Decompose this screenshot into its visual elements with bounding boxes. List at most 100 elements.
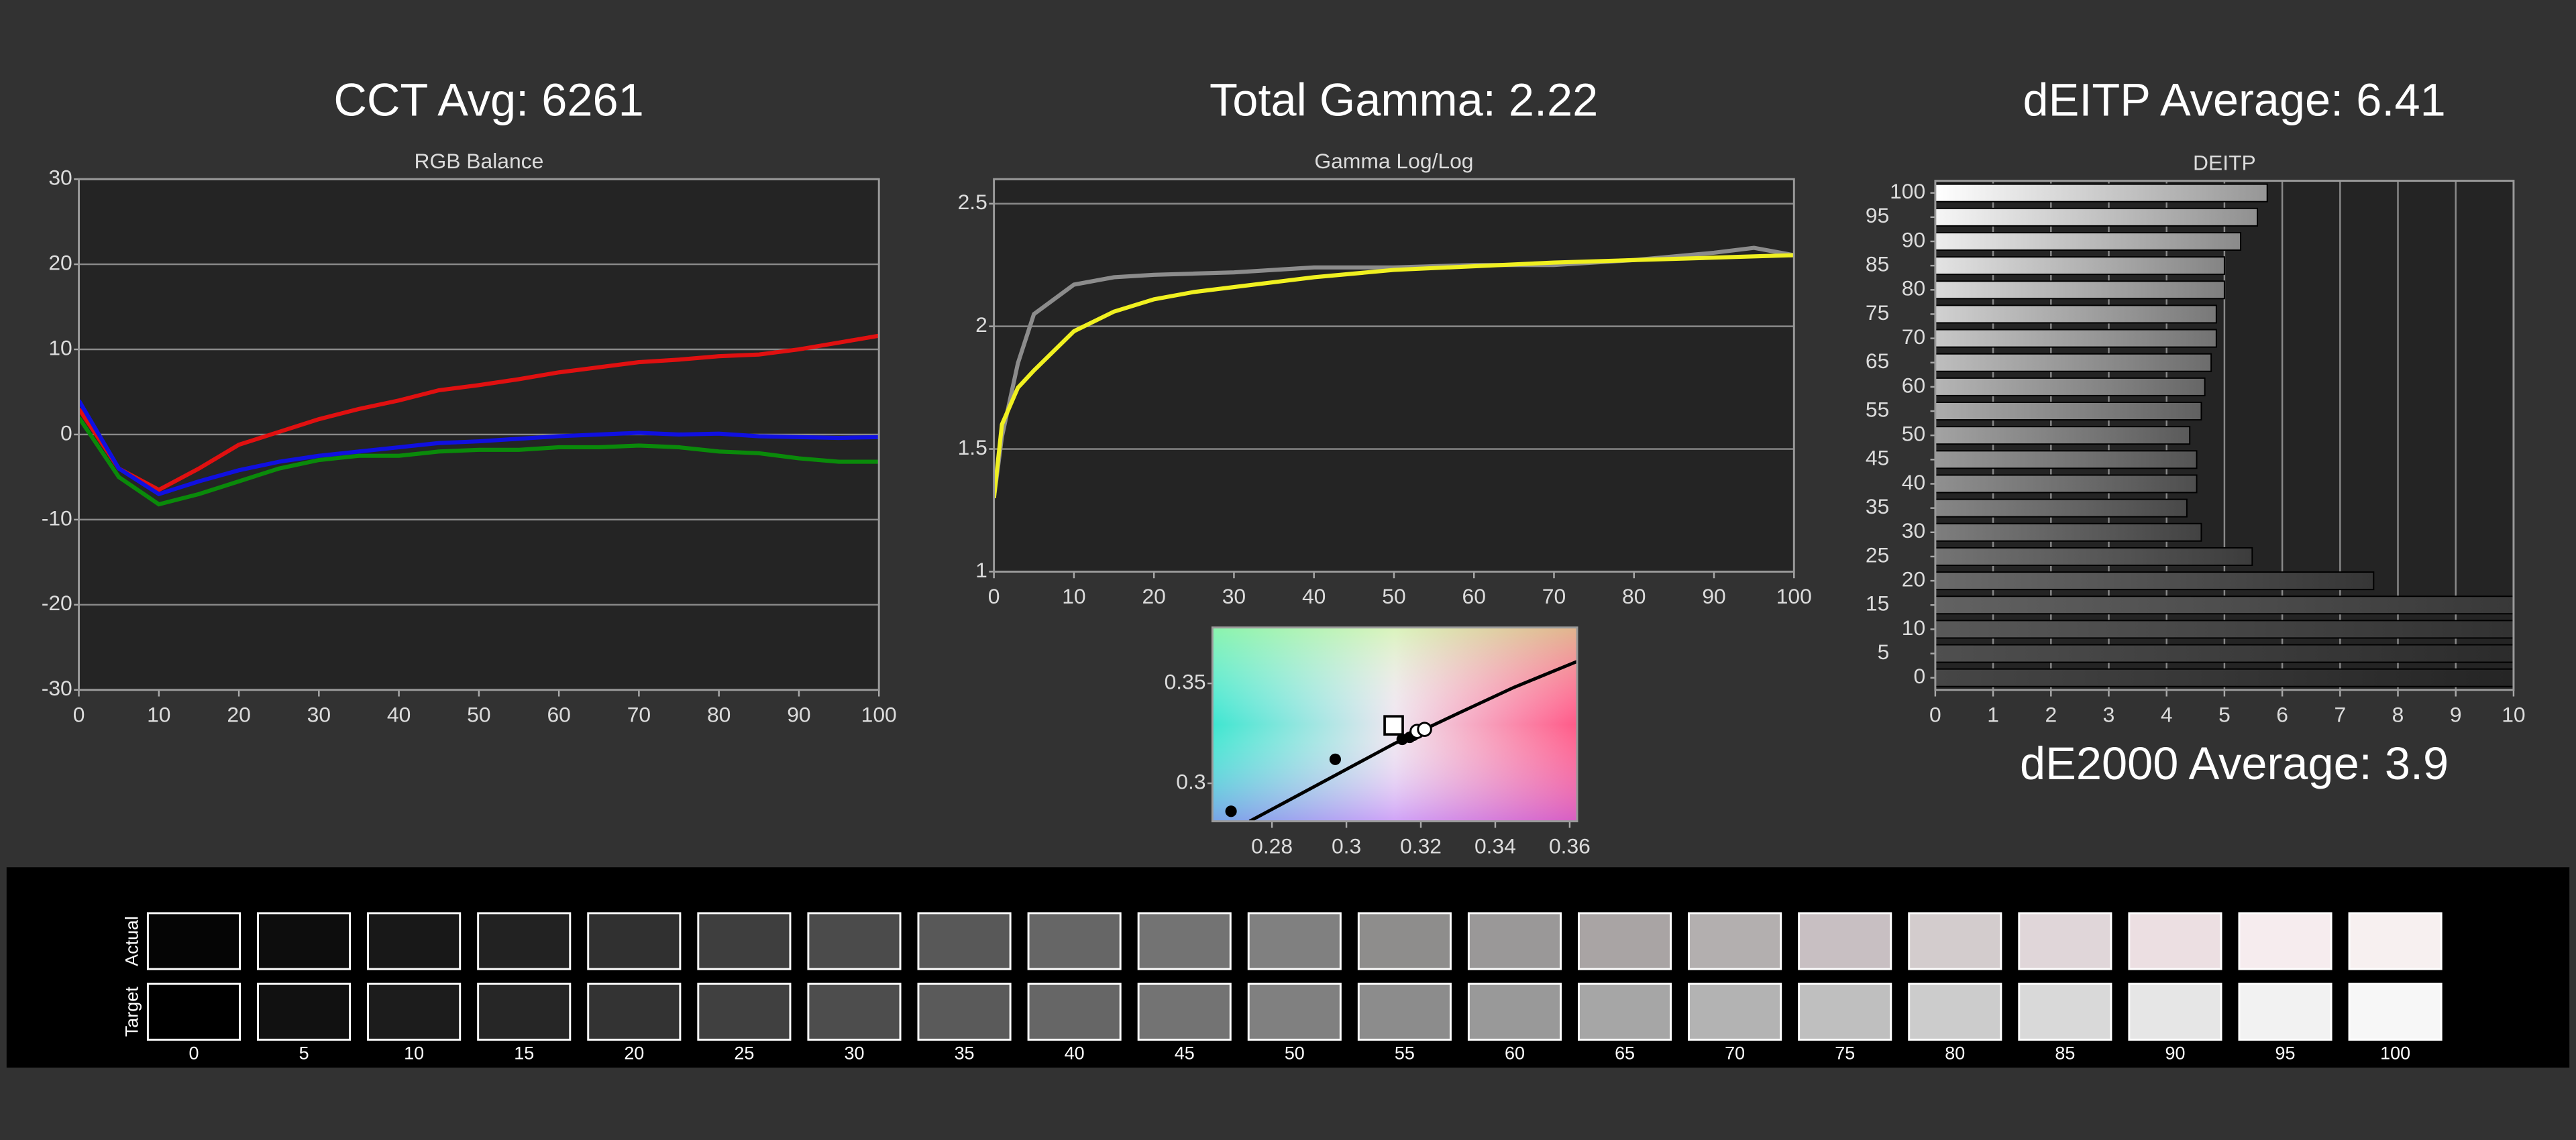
x-tick-label: 0.36 [1549,834,1591,858]
bar [1935,377,2206,396]
level-label: 70 [1725,1043,1745,1064]
level-label: 100 [2380,1043,2410,1064]
y-tick-label: 75 [1866,300,1889,325]
swatch [257,982,352,1041]
swatch [587,982,682,1041]
swatch [1688,982,1782,1041]
chart-heading: CCT Avg: 6261 [333,74,643,126]
bar [1935,668,2514,687]
x-tick-label: 90 [787,702,810,726]
y-tick-label: 20 [48,250,72,274]
series-line [994,253,1794,499]
bar [1935,256,2225,276]
swatch [2348,912,2443,970]
bar [1935,207,2259,227]
level-label: 40 [1065,1043,1085,1064]
bar [1935,474,2198,494]
y-tick-label: 95 [1866,203,1889,227]
swatch [1578,982,1672,1041]
y-tick-label: -20 [42,591,72,615]
swatch [1798,982,1892,1041]
bar [1935,426,2191,445]
y-tick-label: 85 [1866,252,1889,276]
x-tick-label: 90 [1702,584,1725,608]
point [1329,753,1341,765]
x-tick-label: 80 [1622,584,1646,608]
x-tick-label: 10 [1062,584,1085,608]
swatch [146,982,241,1041]
y-tick-label: 10 [1902,616,1925,640]
chart-footer: dE2000 Average: 3.9 [2020,738,2449,789]
x-tick-label: 70 [1542,584,1566,608]
y-tick-label: 30 [48,166,72,190]
y-tick-label: 65 [1866,349,1889,373]
x-tick-label: 80 [707,702,731,726]
y-tick-label: -30 [42,676,72,700]
plot-frame [993,178,1795,573]
level-label: 20 [624,1043,644,1064]
x-tick-label: 0.28 [1251,834,1293,858]
swatch [1137,982,1232,1041]
level-label: 0 [189,1043,199,1064]
bar [1935,329,2217,348]
x-tick-label: 0.32 [1400,834,1442,858]
bar [1935,644,2514,663]
swatch [367,982,462,1041]
bar [1935,522,2202,542]
x-tick-label: 40 [1302,584,1326,608]
x-tick-label: 20 [227,702,250,726]
x-tick-label: 30 [1222,584,1246,608]
y-tick-label: 2.5 [958,190,987,214]
target-point [1383,715,1404,736]
x-tick-label: 100 [861,702,897,726]
y-tick-label: 80 [1902,276,1925,300]
bar [1935,402,2202,421]
swatch [2128,982,2222,1041]
swatch [917,912,1012,970]
x-tick-label: 70 [627,702,651,726]
y-tick-label: 10 [48,335,72,359]
chart-heading: Total Gamma: 2.22 [1210,74,1598,126]
series-line [78,416,879,507]
y-tick-label: 5 [1878,640,1890,664]
locus-curve [1248,660,1578,821]
swatch [1578,912,1672,970]
swatch [1688,912,1782,970]
y-tick-label: 25 [1866,543,1889,567]
swatch [2128,912,2222,970]
level-label: 30 [844,1043,864,1064]
swatch [1798,912,1892,970]
swatch [1908,912,2002,970]
swatch [367,912,462,970]
level-label: 50 [1285,1043,1305,1064]
swatch [1027,982,1122,1041]
x-tick-label: 30 [307,702,331,726]
chart-title: DEITP [2193,151,2256,175]
swatch [917,982,1012,1041]
y-tick-label: 0 [1914,664,1926,688]
bar [1935,571,2375,591]
y-tick-label: 30 [1902,518,1925,543]
level-label: 25 [734,1043,754,1064]
level-label: 90 [2165,1043,2185,1064]
bar [1935,595,2514,615]
swatch [477,982,572,1041]
swatch [2018,912,2112,970]
x-tick-label: 0 [988,584,1000,608]
level-label: 75 [1835,1043,1855,1064]
plot-frame [78,178,880,691]
swatch [477,912,572,970]
y-tick-label: 45 [1866,446,1889,470]
level-label: 60 [1505,1043,1525,1064]
bar [1935,620,2514,639]
plot-area [994,179,1794,572]
x-tick-label: 7 [2334,702,2346,726]
swatch [2018,982,2112,1041]
x-tick-label: 0 [1929,702,1941,726]
x-tick-label: 0.34 [1474,834,1516,858]
chart-title: RGB Balance [414,149,543,173]
bar [1935,280,2225,300]
swatch [1247,912,1342,970]
y-tick-label: 60 [1902,373,1925,397]
y-tick-label: 1 [975,558,987,582]
